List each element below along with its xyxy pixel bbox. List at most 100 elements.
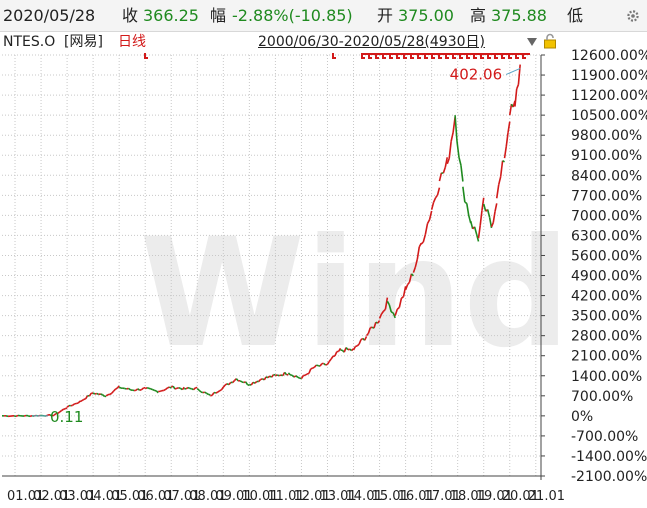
- price-segment: [503, 146, 508, 159]
- grid-lines: [2, 54, 542, 480]
- x-tick-label: 12.01: [293, 489, 330, 504]
- price-segment: [414, 259, 419, 268]
- price-segment: [416, 246, 421, 260]
- price-segment: [432, 197, 437, 203]
- price-segment: [473, 226, 478, 235]
- open-value: 375.00: [398, 6, 454, 25]
- company-label: [网易]: [64, 34, 103, 50]
- price-segment: [92, 392, 96, 395]
- price-segment: [210, 394, 213, 397]
- price-segment: [378, 313, 383, 319]
- x-tick-label: 17.01: [424, 489, 461, 504]
- y-tick-label: 4200.00%: [571, 289, 642, 305]
- price-segment: [319, 363, 323, 367]
- x-tick-label: 10.01: [241, 489, 278, 504]
- x-tick-label: 20.01: [502, 489, 539, 504]
- x-tick-label: 14.01: [346, 489, 383, 504]
- price-segment: [61, 408, 64, 412]
- price-segment: [280, 374, 284, 377]
- price-segment: [139, 388, 142, 392]
- price-segment: [232, 380, 236, 384]
- price-segment: [174, 387, 178, 390]
- price-segment: [83, 398, 86, 401]
- price-segment: [263, 376, 267, 381]
- price-segment: [352, 346, 357, 351]
- open-label: 开: [377, 6, 394, 25]
- price-segment: [165, 387, 169, 390]
- price-segment: [295, 375, 299, 378]
- price-segment: [448, 141, 452, 159]
- price-segment: [249, 383, 252, 386]
- price-segment: [428, 210, 433, 220]
- price-segment: [150, 388, 153, 391]
- price-segment: [297, 376, 300, 379]
- price-segment: [79, 399, 83, 403]
- price-segment: [77, 400, 81, 404]
- price-segment: [308, 368, 312, 374]
- price-segment: [386, 300, 391, 306]
- price-segment: [390, 311, 394, 314]
- price-segment: [152, 388, 155, 392]
- high-label: 高: [470, 6, 487, 25]
- price-segment: [109, 392, 113, 396]
- min-value-label: 0.11: [50, 408, 83, 426]
- dropdown-triangle-icon[interactable]: [526, 37, 538, 47]
- price-segment: [515, 84, 520, 90]
- price-segment: [422, 234, 427, 243]
- x-tick-label: 16.01: [398, 489, 435, 504]
- y-tick-label: 6300.00%: [571, 228, 642, 244]
- lock-icon[interactable]: [543, 33, 557, 49]
- quote-bar: 2020/05/28 收 366.25 幅 -2.88%(-10.85) 开 3…: [0, 0, 647, 32]
- period-selector[interactable]: 日线: [118, 34, 146, 50]
- price-segment: [140, 387, 144, 391]
- price-segment: [490, 222, 495, 228]
- change-label: 幅: [210, 6, 227, 25]
- price-segment: [373, 321, 377, 329]
- price-segment: [88, 392, 92, 397]
- price-segment: [155, 390, 159, 394]
- price-segment: [396, 306, 400, 310]
- x-tick-label: 02.01: [33, 489, 70, 504]
- range-marker: [144, 53, 148, 59]
- price-segment: [300, 375, 304, 380]
- price-segment: [508, 104, 513, 116]
- price-segment: [310, 367, 313, 370]
- close-label: 收: [122, 6, 139, 25]
- high-value: 375.88: [491, 6, 547, 25]
- price-segment: [446, 158, 450, 165]
- price-segment: [217, 390, 221, 393]
- price-segment: [118, 386, 122, 389]
- price-segment: [224, 383, 228, 386]
- price-segment: [326, 360, 331, 365]
- price-segment: [185, 386, 189, 390]
- price-segment: [137, 388, 141, 391]
- y-tick-label: -700.00%: [571, 429, 638, 445]
- settings-gear-icon[interactable]: [626, 9, 640, 23]
- y-tick-label: 1400.00%: [571, 369, 642, 385]
- price-segment: [49, 414, 53, 417]
- x-tick-label: 11.01: [267, 489, 304, 504]
- price-segment: [219, 389, 222, 392]
- x-tick-label: 09.01: [215, 489, 252, 504]
- price-segment: [113, 388, 117, 392]
- price-segment: [464, 201, 468, 205]
- date-range-selector[interactable]: 2000/06/30-2020/05/28(4930日): [258, 34, 485, 50]
- price-segment: [365, 332, 370, 337]
- price-segment: [406, 281, 411, 286]
- price-segment: [469, 220, 474, 229]
- price-segment: [334, 351, 338, 357]
- price-segment: [400, 295, 404, 299]
- price-segment: [438, 172, 443, 182]
- price-segment: [100, 393, 103, 396]
- price-segment: [265, 376, 269, 379]
- price-segment: [492, 211, 496, 223]
- price-segment: [482, 203, 487, 212]
- price-segment: [94, 392, 98, 395]
- price-segment: [499, 160, 504, 177]
- x-tick-label: 04.01: [85, 489, 122, 504]
- price-segment: [355, 345, 358, 348]
- price-segment: [222, 384, 226, 388]
- price-segment: [380, 310, 385, 315]
- price-segment: [167, 386, 170, 389]
